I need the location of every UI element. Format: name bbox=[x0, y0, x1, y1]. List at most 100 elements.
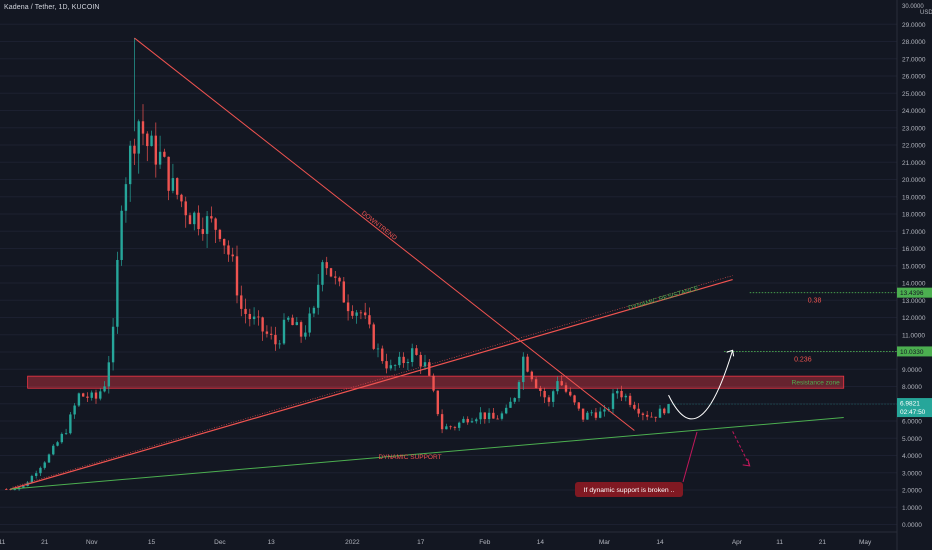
candle-body bbox=[308, 313, 311, 333]
x-tick-label: 21 bbox=[41, 539, 49, 546]
candle-body bbox=[590, 412, 593, 414]
downtrend-label: DOWNTREND bbox=[360, 210, 398, 242]
candle-body bbox=[637, 408, 640, 414]
y-tick-label: 12.0000 bbox=[902, 315, 926, 322]
x-tick-label: 11 bbox=[0, 539, 6, 546]
resistance-zone bbox=[27, 375, 845, 389]
y-tick-label: 29.0000 bbox=[902, 22, 926, 29]
candle-body bbox=[428, 362, 431, 376]
candle-body bbox=[86, 396, 89, 398]
candle-body bbox=[556, 381, 559, 392]
candle-body bbox=[381, 348, 384, 362]
candle-body bbox=[457, 422, 461, 428]
candle-body bbox=[81, 393, 85, 397]
candle-body bbox=[475, 419, 478, 422]
x-tick-label: Feb bbox=[479, 539, 491, 546]
candle-body bbox=[64, 433, 68, 435]
candle-body bbox=[410, 348, 414, 363]
candle-body bbox=[645, 414, 649, 417]
y-tick-label: 26.0000 bbox=[902, 74, 926, 81]
candle-body bbox=[158, 151, 162, 165]
candle-body bbox=[372, 324, 375, 349]
candle-body bbox=[163, 151, 166, 157]
candle-body bbox=[564, 385, 568, 392]
candle-body bbox=[120, 210, 123, 260]
candle-body bbox=[393, 365, 397, 366]
candle-body bbox=[193, 212, 196, 225]
bullish-projection-arrow bbox=[668, 350, 734, 420]
candle-body bbox=[265, 331, 269, 334]
candle-body bbox=[124, 184, 128, 211]
x-tick-label: Dec bbox=[214, 539, 226, 546]
candle-body bbox=[274, 334, 277, 345]
candle-body bbox=[278, 343, 281, 345]
candle-body bbox=[197, 212, 200, 230]
candle-body bbox=[650, 416, 653, 418]
candle-body bbox=[13, 489, 17, 491]
y-tick-label: 6.0000 bbox=[902, 419, 922, 426]
candle-body bbox=[325, 262, 328, 269]
candle-body bbox=[69, 414, 72, 434]
callout-pointer bbox=[682, 431, 698, 483]
x-axis[interactable]: 11 21 Nov 15 Dec 13 2022 17 Feb 14 Mar 14 Apr 11 21 May bbox=[0, 531, 897, 546]
candle-body bbox=[227, 245, 230, 255]
y-tick-label: 19.0000 bbox=[902, 194, 926, 201]
projections-layer: If dynamic support is broken .. bbox=[575, 349, 751, 497]
candle-body bbox=[321, 262, 324, 285]
y-tick-label: 5.0000 bbox=[902, 436, 922, 443]
candle-body bbox=[334, 276, 337, 278]
candle-body bbox=[107, 362, 111, 387]
candle-body bbox=[116, 259, 119, 327]
dynamic-support-label: DYNAMIC SUPPORT bbox=[378, 454, 441, 461]
candle-body bbox=[329, 268, 333, 277]
y-tick-label: 0.0000 bbox=[902, 522, 922, 529]
candle-body bbox=[5, 489, 8, 490]
candle-body bbox=[624, 395, 628, 398]
x-tick-label: 14 bbox=[537, 539, 545, 546]
x-tick-label: 15 bbox=[148, 539, 156, 546]
candle-body bbox=[94, 392, 98, 399]
candle-body bbox=[338, 277, 341, 282]
dynamic-resistance-shadow bbox=[12, 275, 733, 488]
candle-body bbox=[171, 178, 175, 191]
x-tick-label: May bbox=[859, 539, 872, 546]
candle-body bbox=[509, 401, 512, 408]
candle-body bbox=[214, 218, 217, 230]
candle-body bbox=[128, 145, 132, 185]
candle-body bbox=[385, 361, 388, 369]
candle-body bbox=[432, 375, 435, 391]
candle-body bbox=[47, 454, 51, 463]
candle-body bbox=[175, 178, 179, 195]
candle-body bbox=[56, 442, 59, 446]
candle-body bbox=[573, 395, 576, 403]
candle-body bbox=[180, 194, 183, 202]
bearish-projection-arrow bbox=[732, 431, 751, 467]
y-tick-label: 18.0000 bbox=[902, 212, 926, 219]
candle-body bbox=[269, 333, 273, 335]
candles-layer bbox=[5, 38, 670, 491]
y-tick-label: 25.0000 bbox=[902, 91, 926, 98]
x-tick-label: 14 bbox=[656, 539, 664, 546]
candle-body bbox=[222, 238, 226, 246]
y-axis-top-label: 30.0000 bbox=[902, 4, 924, 10]
candle-body bbox=[252, 316, 256, 320]
candle-body bbox=[240, 295, 243, 309]
x-tick-label: 21 bbox=[819, 539, 827, 546]
candle-body bbox=[261, 317, 264, 332]
x-tick-label: 17 bbox=[417, 539, 425, 546]
candle-body bbox=[73, 405, 76, 415]
last-price-tag bbox=[897, 398, 932, 418]
candle-body bbox=[376, 348, 380, 350]
y-tick-label: 1.0000 bbox=[902, 505, 922, 512]
fib-price-tag bbox=[897, 287, 932, 298]
candle-body bbox=[22, 486, 25, 488]
candle-body bbox=[423, 362, 427, 367]
y-tick-label: 27.0000 bbox=[902, 56, 926, 63]
candle-body bbox=[210, 216, 213, 219]
y-tick-label: 15.0000 bbox=[902, 263, 926, 270]
candle-body bbox=[462, 418, 465, 423]
candle-body bbox=[633, 404, 636, 409]
